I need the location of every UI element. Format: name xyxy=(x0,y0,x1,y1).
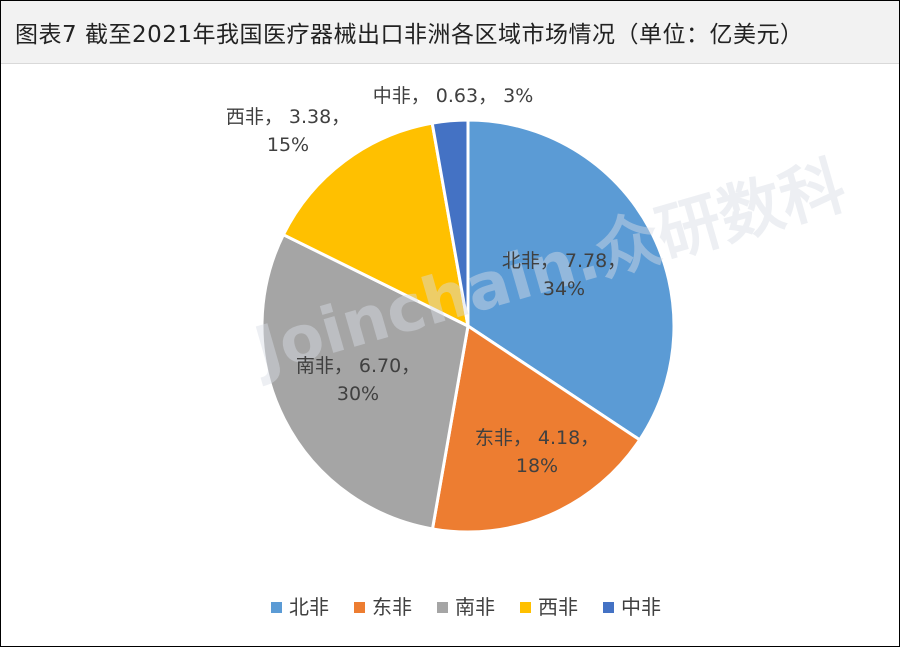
slice-percent-2: 18% xyxy=(516,455,558,477)
slice-label-1: 北非， 7.78， xyxy=(502,250,626,272)
title-bar: 图表7 截至2021年我国医疗器械出口非洲各区域市场情况（单位：亿美元） xyxy=(1,1,899,64)
legend-swatch-4 xyxy=(520,602,531,613)
legend: 北非 东非 南非 西非 中非 xyxy=(271,595,661,619)
legend-label-1: 北非 xyxy=(289,595,329,619)
slice-label-2: 东非， 4.18， xyxy=(475,427,599,449)
legend-swatch-1 xyxy=(271,602,282,613)
legend-swatch-3 xyxy=(437,602,448,613)
pie-slice-4 xyxy=(281,121,470,329)
slice-label-3: 南非， 6.70， xyxy=(296,355,420,377)
pie-slice-3 xyxy=(260,232,470,531)
slice-labels: 北非， 7.78， 34% 东非， 4.18， 18% 南非， 6.70， 30% 西非， … xyxy=(226,85,626,477)
legend-swatch-2 xyxy=(354,602,365,613)
legend-label-3: 南非 xyxy=(455,595,495,619)
slice-label-4: 西非， 3.38， xyxy=(226,106,350,128)
slice-percent-4: 15% xyxy=(267,134,309,156)
legend-label-4: 西非 xyxy=(538,595,578,619)
slice-percent-3: 30% xyxy=(337,383,379,405)
slice-label-5: 中非， 0.63， 3% xyxy=(373,85,534,107)
pie-slice-2 xyxy=(430,323,642,534)
legend-swatch-5 xyxy=(603,602,614,613)
pie-slices xyxy=(260,118,676,534)
chart-title: 图表7 截至2021年我国医疗器械出口非洲各区域市场情况（单位：亿美元） xyxy=(15,22,804,48)
pie-slice-5 xyxy=(430,118,470,327)
legend-label-2: 东非 xyxy=(372,595,412,619)
legend-label-5: 中非 xyxy=(621,595,661,619)
slice-percent-1: 34% xyxy=(543,278,585,300)
